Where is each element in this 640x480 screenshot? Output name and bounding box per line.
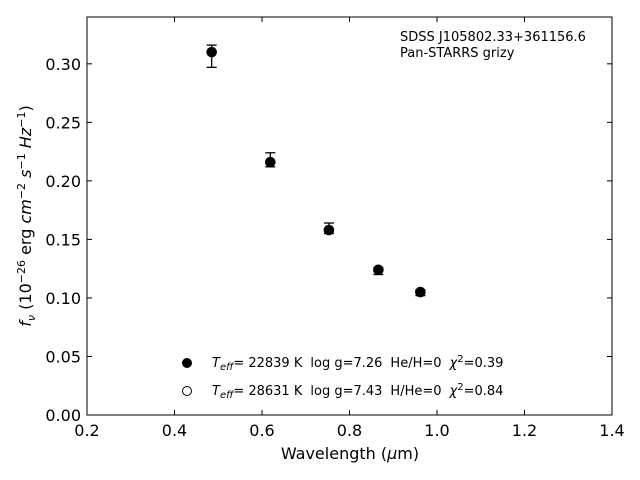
data-point-filled [323,225,334,236]
data-point-filled [373,264,384,275]
data-point-filled [415,287,426,298]
x-tick-label: 1.2 [512,421,537,440]
object-name-annotation: SDSS J105802.33+361156.6 [400,30,586,45]
x-tick-label: 0.2 [74,421,99,440]
y-tick-label: 0.25 [45,113,81,132]
x-tick-label: 0.4 [162,421,187,440]
y-tick-label: 0.30 [45,55,81,74]
y-tick-label: 0.15 [45,230,81,249]
data-points [206,46,426,298]
y-tick-label: 0.10 [45,289,81,308]
error-bars [206,44,426,297]
x-axis-ticks: 0.2 0.4 0.6 0.8 1.0 1.2 1.4 [74,17,625,440]
x-tick-label: 1.4 [599,421,624,440]
data-point-filled [206,47,217,58]
legend-marker-filled [182,358,192,368]
x-tick-label: 0.6 [249,421,274,440]
survey-annotation: Pan-STARRS grizy [400,46,515,61]
y-tick-label: 0.00 [45,406,81,425]
y-tick-label: 0.05 [45,347,81,366]
data-point-filled [265,157,276,168]
x-tick-label: 0.8 [337,421,362,440]
y-tick-label: 0.20 [45,172,81,191]
y-axis-label: fν (10−26 erg cm−2 s−1 Hz−1) [15,105,38,326]
legend-marker-open [182,386,192,396]
x-axis-label: Wavelength (μm) [281,444,419,463]
y-axis-ticks: 0.00 0.05 0.10 0.15 0.20 0.25 0.30 [45,55,612,425]
x-tick-label: 1.0 [424,421,449,440]
